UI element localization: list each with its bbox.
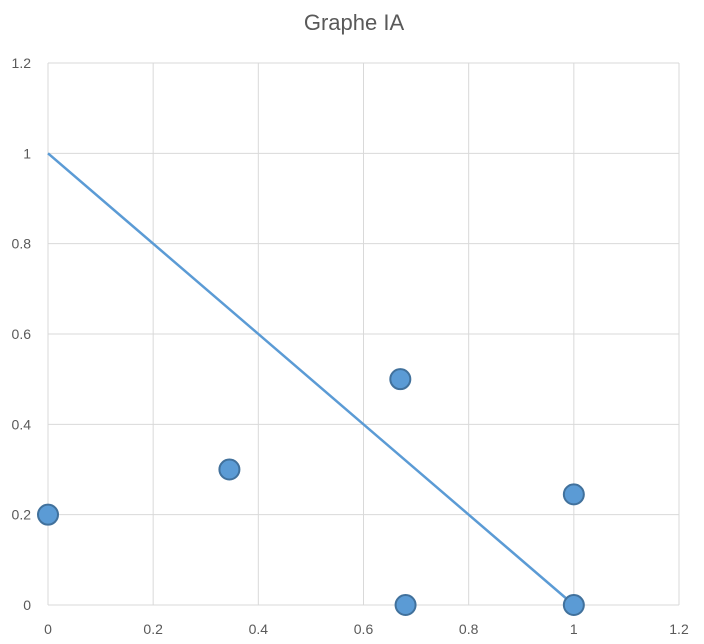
plot-area	[37, 152, 585, 616]
y-tick-label: 0	[23, 597, 31, 613]
data-point	[394, 594, 417, 616]
chart-title: Graphe IA	[304, 10, 405, 35]
x-tick-label: 0.4	[249, 621, 269, 637]
x-tick-label: 1	[570, 621, 578, 637]
x-tick-label: 1.2	[669, 621, 689, 637]
data-point	[562, 483, 585, 506]
y-tick-label: 0.8	[12, 236, 32, 252]
data-point	[562, 594, 585, 616]
x-tick-label: 0	[44, 621, 52, 637]
data-point	[218, 458, 241, 481]
series-line	[47, 152, 575, 606]
y-tick-label: 1	[23, 145, 31, 161]
y-tick-label: 0.6	[12, 326, 32, 342]
tick-labels: 0 0.2 0.4 0.6 0.8 1 1.2 0 0.2 0.4 0.6 0.8 1 1.2	[12, 55, 689, 637]
x-tick-label: 0.6	[354, 621, 374, 637]
grid	[47, 62, 680, 606]
y-tick-label: 0.4	[12, 416, 32, 432]
data-point	[37, 503, 59, 526]
data-point	[389, 368, 412, 391]
x-tick-label: 0.2	[143, 621, 163, 637]
x-tick-label: 0.8	[459, 621, 479, 637]
y-tick-label: 1.2	[12, 55, 32, 71]
y-tick-label: 0.2	[12, 507, 32, 523]
